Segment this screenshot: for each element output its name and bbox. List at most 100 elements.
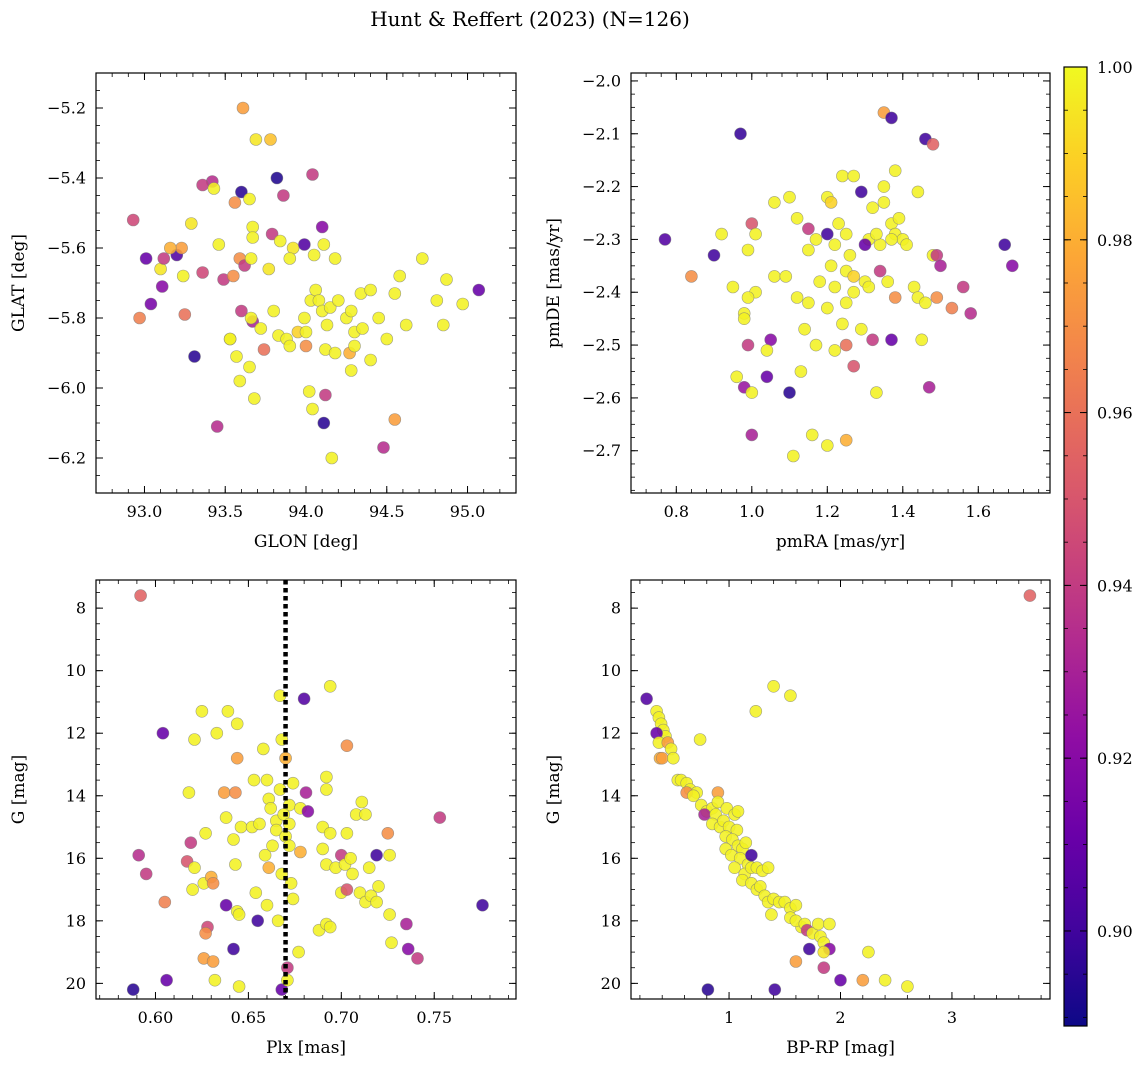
- data-point: [786, 449, 800, 463]
- data-point: [292, 945, 305, 959]
- data-point: [297, 692, 311, 706]
- y-tick-label: 12: [601, 724, 621, 743]
- data-point: [244, 252, 258, 265]
- data-point: [257, 343, 271, 356]
- data-point: [870, 227, 883, 241]
- data-point: [233, 374, 247, 388]
- data-point: [823, 917, 836, 931]
- data-point: [196, 266, 209, 279]
- data-point: [154, 262, 167, 276]
- data-point: [256, 742, 270, 756]
- data-point: [264, 801, 278, 815]
- data-point: [817, 961, 831, 975]
- data-point: [253, 817, 266, 831]
- data-point: [277, 189, 290, 202]
- y-tick-label: −2.3: [582, 230, 621, 249]
- data-point: [196, 178, 209, 192]
- data-point: [282, 839, 296, 853]
- y-axis-label: GLAT [deg]: [9, 234, 29, 332]
- data-point: [299, 786, 313, 799]
- y-tick-label: −5.2: [47, 99, 86, 118]
- colorbar-frame: [1063, 66, 1088, 1027]
- data-point: [779, 270, 793, 283]
- data-point: [731, 805, 745, 818]
- data-point: [139, 867, 153, 881]
- data-point: [888, 291, 902, 304]
- y-tick-label: 8: [76, 599, 86, 618]
- data-point: [340, 739, 354, 753]
- data-point: [388, 287, 402, 300]
- data-point: [133, 311, 146, 325]
- x-tick-label: 0.70: [323, 1008, 359, 1027]
- data-point: [843, 249, 857, 262]
- data-point: [802, 222, 815, 236]
- data-point: [188, 861, 201, 875]
- scatter-points: [126, 589, 489, 996]
- data-point: [820, 301, 834, 315]
- y-tick-label: 14: [601, 786, 621, 805]
- data-point: [964, 307, 978, 320]
- data-point: [789, 955, 803, 968]
- data-point: [745, 217, 759, 230]
- colorbar-tick-label: 0.96: [1097, 404, 1133, 423]
- data-point: [267, 304, 281, 318]
- data-point: [286, 241, 300, 255]
- data-point: [301, 805, 315, 818]
- y-tick-label: 10: [601, 661, 621, 680]
- data-point: [811, 917, 825, 931]
- x-tick-label: 1.0: [739, 502, 764, 521]
- data-point: [839, 227, 853, 241]
- data-point: [344, 304, 358, 318]
- data-point: [805, 428, 819, 442]
- data-point: [828, 280, 842, 294]
- data-point: [430, 294, 444, 307]
- x-axis-label: Plx [mas]: [266, 1038, 346, 1058]
- y-tick-label: −2.2: [582, 177, 621, 196]
- data-point: [139, 252, 153, 265]
- data-point: [270, 171, 284, 185]
- data-point: [655, 751, 669, 765]
- data-point: [246, 220, 259, 234]
- y-tick-label: −6.2: [47, 449, 86, 468]
- y-tick-label: −2.1: [582, 124, 621, 143]
- data-point: [258, 848, 272, 862]
- data-point: [370, 848, 383, 862]
- colorbar-tick-label: 0.90: [1097, 922, 1133, 941]
- data-point: [666, 751, 680, 765]
- data-point: [331, 294, 345, 307]
- data-point: [223, 332, 237, 346]
- data-point: [383, 848, 396, 862]
- data-point: [741, 243, 755, 257]
- data-point: [157, 252, 171, 265]
- data-point: [380, 332, 394, 346]
- data-point: [728, 861, 741, 875]
- data-point: [144, 297, 158, 311]
- data-point: [881, 275, 895, 289]
- y-axis-label: pmDE [mas/yr]: [544, 218, 564, 348]
- x-axis-label: pmRA [mas/yr]: [776, 532, 905, 552]
- data-point: [824, 259, 838, 273]
- data-point: [243, 360, 256, 374]
- data-point: [309, 283, 323, 297]
- data-point: [298, 238, 311, 251]
- data-point: [711, 795, 725, 809]
- data-point: [271, 914, 285, 928]
- data-point: [847, 285, 861, 299]
- data-point: [726, 280, 740, 294]
- data-point: [399, 318, 413, 332]
- data-point: [155, 280, 169, 293]
- y-axis-label: G [mag]: [9, 755, 29, 824]
- data-point: [834, 973, 847, 987]
- data-point: [227, 269, 240, 283]
- y-tick-label: −2.7: [582, 441, 621, 460]
- data-point: [217, 786, 231, 799]
- data-point: [283, 252, 297, 265]
- data-point: [836, 169, 849, 183]
- data-point: [294, 845, 307, 859]
- data-point: [340, 826, 354, 840]
- data-point: [188, 733, 201, 746]
- colorbar: 0.90 0.92 0.94 0.96 0.98 1.00: [1063, 58, 1133, 1027]
- data-point: [768, 983, 782, 996]
- data-point: [243, 192, 256, 206]
- data-point: [433, 811, 447, 824]
